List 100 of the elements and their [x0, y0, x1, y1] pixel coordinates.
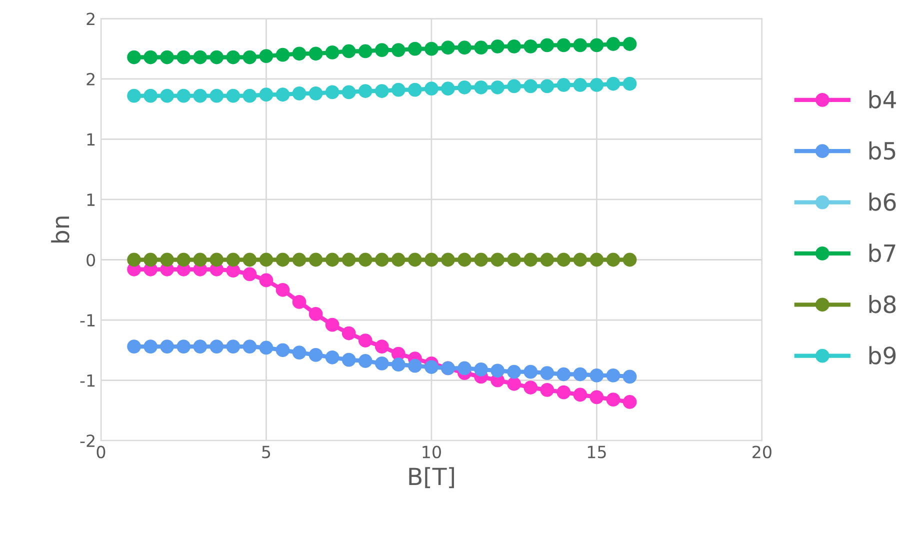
point — [259, 49, 274, 63]
point — [342, 352, 356, 367]
point — [292, 86, 306, 100]
legend-label: b7 — [869, 244, 896, 262]
point — [210, 50, 224, 64]
point — [342, 44, 356, 58]
legend-label: b8 — [869, 294, 896, 314]
point — [424, 42, 438, 56]
point — [259, 252, 274, 267]
point — [391, 43, 406, 57]
point — [325, 350, 340, 364]
point — [424, 82, 438, 96]
y-axis-title: bn — [51, 216, 70, 242]
point — [210, 340, 224, 354]
point — [358, 354, 372, 368]
point — [573, 252, 588, 267]
point — [573, 367, 588, 382]
point — [474, 80, 488, 94]
point — [424, 360, 438, 374]
point — [606, 37, 620, 51]
point — [144, 340, 158, 354]
x-axis-title: B[T] — [409, 467, 454, 488]
point — [176, 50, 191, 64]
legend-label: b5 — [869, 141, 896, 160]
point — [524, 79, 538, 94]
point — [507, 79, 522, 94]
y-tick-label: -2 — [80, 434, 94, 447]
legend-label: b6 — [869, 192, 896, 211]
point — [540, 382, 554, 397]
point — [556, 367, 571, 382]
point — [259, 88, 274, 102]
point — [573, 38, 588, 52]
point — [573, 388, 588, 402]
point — [507, 364, 522, 379]
point — [276, 343, 290, 358]
point — [226, 50, 240, 64]
point — [458, 252, 472, 267]
point — [193, 50, 208, 64]
point — [308, 86, 323, 100]
y-tick-label: 0 — [86, 254, 96, 266]
legend-label: b9 — [869, 346, 896, 364]
point — [259, 340, 274, 355]
x-tick-label: 10 — [422, 446, 441, 458]
point — [242, 88, 257, 103]
point — [342, 85, 356, 100]
point — [144, 50, 158, 64]
point — [176, 88, 191, 103]
point — [210, 252, 224, 267]
y-tick-label: -1 — [80, 314, 95, 326]
point — [308, 252, 323, 267]
point — [144, 252, 158, 267]
point — [308, 348, 323, 362]
point — [590, 390, 604, 404]
x-tick-label: 0 — [96, 446, 106, 458]
point — [606, 76, 620, 91]
point — [325, 85, 340, 100]
point — [556, 38, 571, 52]
point — [408, 252, 422, 267]
point — [474, 252, 488, 267]
point — [193, 88, 208, 103]
point — [540, 252, 554, 267]
point — [474, 40, 488, 55]
point — [374, 84, 389, 98]
y-tick-label: 1 — [87, 133, 95, 146]
point — [622, 76, 637, 91]
point — [358, 334, 372, 348]
legend-label: b4 — [869, 90, 896, 109]
y-tick-label: 2 — [86, 72, 94, 86]
point — [374, 356, 389, 370]
point — [358, 44, 372, 58]
point — [441, 82, 455, 96]
point — [374, 43, 389, 57]
point — [325, 318, 340, 332]
point — [540, 79, 554, 94]
point — [606, 368, 620, 382]
point — [556, 78, 571, 92]
point — [193, 340, 208, 354]
point — [325, 45, 340, 60]
point — [408, 82, 422, 97]
point — [210, 88, 224, 103]
point — [160, 340, 174, 354]
point — [193, 252, 208, 267]
point — [342, 326, 356, 340]
point — [127, 88, 141, 103]
point — [408, 358, 422, 373]
point — [524, 380, 538, 394]
point — [391, 82, 406, 97]
point — [458, 80, 472, 94]
point — [127, 50, 141, 64]
point — [490, 364, 504, 378]
x-tick-label: 5 — [262, 446, 270, 458]
point — [441, 40, 455, 55]
y-tick-label: -1 — [80, 374, 95, 387]
point — [441, 252, 455, 267]
point — [524, 39, 538, 54]
point — [590, 252, 604, 267]
point — [226, 340, 240, 354]
point — [160, 50, 174, 64]
point — [474, 362, 488, 376]
point — [325, 252, 340, 267]
